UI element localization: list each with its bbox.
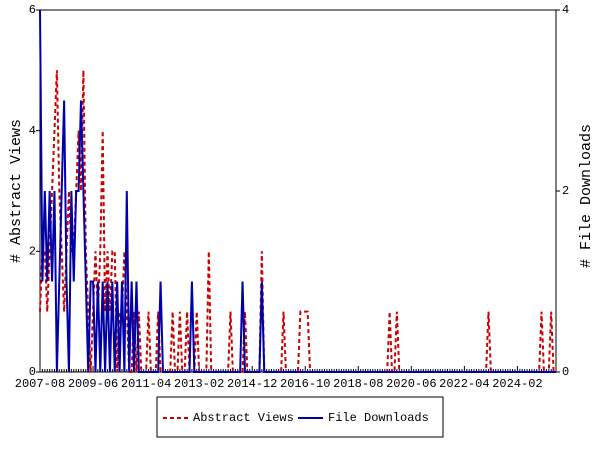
x-tick-label: 2020-06	[386, 377, 436, 391]
y2-tick-label: 2	[562, 184, 569, 198]
x-tick-label: 2014-12	[227, 377, 277, 391]
series-line	[39, 9, 556, 373]
legend-label: File Downloads	[328, 411, 429, 425]
y-tick-label: 2	[29, 245, 36, 259]
y-tick-label: 0	[29, 365, 36, 379]
x-tick-label: 2024-02	[492, 377, 542, 391]
y-tick-label: 6	[29, 3, 36, 17]
legend-box	[156, 396, 444, 438]
x-tick-label: 2007-08	[15, 377, 65, 391]
y-axis-title: # Abstract Views	[8, 119, 25, 263]
x-tick-label: 2013-02	[174, 377, 224, 391]
x-tick-label: 2022-04	[439, 377, 489, 391]
y-tick-label: 4	[29, 124, 36, 138]
x-tick-label: 2011-04	[121, 377, 171, 391]
x-tick-label: 2016-10	[280, 377, 330, 391]
x-tick-label: 2009-06	[68, 377, 118, 391]
y2-tick-label: 0	[562, 365, 569, 379]
y2-axis-title: # File Downloads	[578, 124, 595, 268]
y2-tick-label: 4	[562, 3, 569, 17]
x-tick-label: 2018-08	[333, 377, 383, 391]
legend-label: Abstract Views	[193, 411, 294, 425]
